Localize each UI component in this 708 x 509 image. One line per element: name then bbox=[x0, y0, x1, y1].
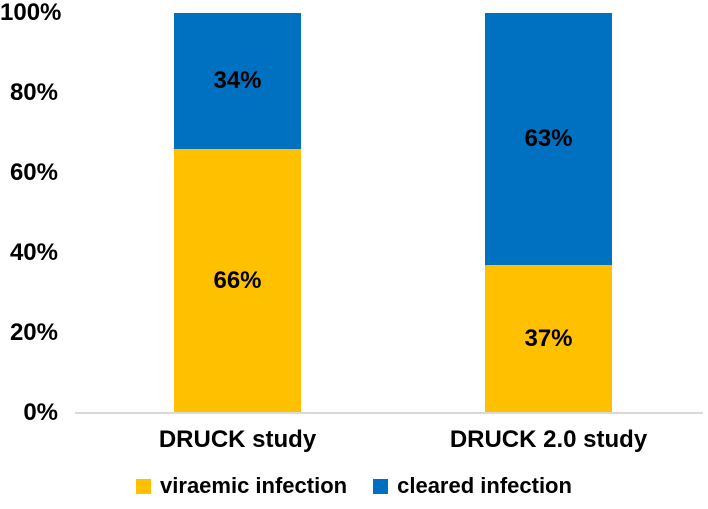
bar-value-label: 37% bbox=[524, 325, 573, 352]
bar-segment: 66% bbox=[174, 149, 301, 413]
legend-item: viraemic infection bbox=[136, 473, 347, 499]
y-tick-label: 20% bbox=[9, 319, 58, 346]
plot-area: 34% 66% 63% 37% bbox=[82, 13, 704, 413]
bar-value-label: 63% bbox=[524, 125, 573, 152]
y-tick-label: 100% bbox=[0, 0, 62, 26]
stacked-bar: 34% 66% bbox=[174, 13, 301, 413]
y-tick-label: 80% bbox=[9, 79, 58, 106]
bar-slot: 34% 66% bbox=[82, 13, 393, 413]
bar-segment: 63% bbox=[485, 13, 612, 265]
chart-legend: viraemic infection cleared infection bbox=[0, 473, 708, 499]
y-tick-label: 0% bbox=[23, 399, 58, 426]
legend-swatch-icon bbox=[136, 478, 152, 494]
y-tick-label: 40% bbox=[9, 239, 58, 266]
bar-value-label: 34% bbox=[213, 67, 262, 94]
y-tick-label: 60% bbox=[9, 159, 58, 186]
x-category-label: DRUCK 2.0 study bbox=[449, 426, 648, 453]
legend-swatch-icon bbox=[373, 478, 389, 494]
stacked-bar: 63% 37% bbox=[485, 13, 612, 413]
bar-value-label: 66% bbox=[213, 267, 262, 294]
x-axis: DRUCK study DRUCK 2.0 study bbox=[82, 426, 704, 454]
bar-segment: 37% bbox=[485, 265, 612, 413]
x-category-label: DRUCK study bbox=[158, 426, 317, 453]
legend-label: viraemic infection bbox=[160, 473, 348, 498]
legend-item: cleared infection bbox=[373, 473, 572, 499]
bar-segment: 34% bbox=[174, 13, 301, 149]
bar-slot: 63% 37% bbox=[393, 13, 704, 413]
x-axis-line bbox=[75, 412, 703, 414]
y-axis: 0% 20% 40% 60% 80% 100% bbox=[0, 0, 61, 426]
legend-label: cleared infection bbox=[397, 473, 572, 498]
